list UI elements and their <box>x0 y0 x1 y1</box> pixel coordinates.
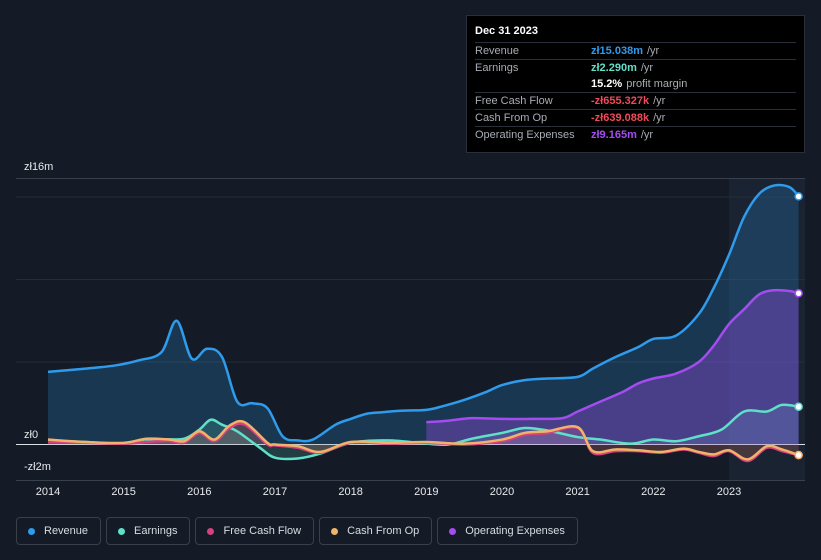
x-tick-label: 2020 <box>490 486 514 498</box>
tooltip-row-unit: /yr <box>653 95 666 107</box>
tooltip: Dec 31 2023 Revenue zł15.038m/yr Earnings z… <box>466 15 805 153</box>
x-tick-label: 2014 <box>36 486 60 498</box>
tooltip-row-value: -zł655.327k <box>591 95 650 107</box>
tooltip-row: Operating Expenses zł9.165m/yr <box>475 126 796 143</box>
x-tick-label: 2018 <box>338 486 362 498</box>
revenue-area <box>48 184 799 445</box>
tooltip-row-unit: profit margin <box>626 78 688 90</box>
series-end-markers <box>794 192 803 460</box>
legend-label: Operating Expenses <box>465 525 565 537</box>
legend-dot-icon <box>449 527 457 535</box>
operating-expenses-area <box>426 290 799 445</box>
series-areas <box>48 184 799 462</box>
earnings-line <box>47 403 799 461</box>
tooltip-row-value: zł15.038m <box>591 45 643 57</box>
tooltip-row: Cash From Op -zł639.088k/yr <box>475 109 796 126</box>
forecast-highlight <box>729 178 805 480</box>
tooltip-row-unit: /yr <box>646 45 660 57</box>
y-label-bottom: -zł2m <box>24 461 51 473</box>
tooltip-date: Dec 31 2023 <box>475 25 538 37</box>
x-tick-label: 2019 <box>414 486 438 498</box>
tooltip-row-value: 15.2% <box>591 78 623 90</box>
tooltip-row: Revenue zł15.038m/yr <box>475 42 796 59</box>
tooltip-row-unit: /yr <box>640 62 654 74</box>
x-tick-label: 2017 <box>263 486 287 498</box>
legend-dot-icon <box>331 527 339 535</box>
series-lines <box>47 183 800 463</box>
cash-from-op-end-marker <box>794 450 803 460</box>
legend-free-cash-flow[interactable]: Free Cash Flow <box>195 517 315 545</box>
tooltip-row-label: Operating Expenses <box>475 129 575 141</box>
operating-expenses-line <box>426 288 799 424</box>
y-label-top: zł16m <box>24 161 53 173</box>
legend-dot-icon <box>118 527 126 535</box>
y-label-zero: zł0 <box>24 429 38 441</box>
x-tick-label: 2016 <box>187 486 211 498</box>
x-axis-ticks: 2014 2015 2016 2017 2018 2019 2020 2021 2022 2023 <box>36 486 741 498</box>
tooltip-row-label: Cash From Op <box>475 112 548 124</box>
tooltip-row-unit: /yr <box>653 112 666 124</box>
gridlines <box>16 196 805 363</box>
legend-cash-from-op[interactable]: Cash From Op <box>319 517 433 545</box>
legend-dot-icon <box>207 527 215 535</box>
legend-operating-expenses[interactable]: Operating Expenses <box>437 517 578 545</box>
tooltip-row-value: zł9.165m <box>591 129 637 141</box>
revenue-end-marker <box>794 192 803 201</box>
tooltip-row: Free Cash Flow -zł655.327k/yr <box>475 92 796 109</box>
legend-label: Revenue <box>44 525 89 537</box>
x-tick-label: 2022 <box>641 486 665 498</box>
tooltip-row-label: Earnings <box>475 62 519 74</box>
tooltip-row-label: Free Cash Flow <box>475 95 553 107</box>
cash-from-op-line <box>47 419 800 461</box>
tooltip-rows: Revenue zł15.038m/yr Earnings zł2.290m/yr 15… <box>475 42 796 143</box>
legend: Revenue Earnings Free Cash Flow Cash From O… <box>16 517 583 545</box>
legend-dot-icon <box>28 527 35 535</box>
legend-label: Free Cash Flow <box>223 525 302 537</box>
tooltip-row-unit: /yr <box>640 129 654 141</box>
tooltip-row-label: Revenue <box>475 45 520 57</box>
legend-label: Cash From Op <box>347 525 420 537</box>
operating-expenses-end-marker <box>794 289 803 298</box>
x-tick-label: 2023 <box>717 486 741 498</box>
legend-label: Earnings <box>134 525 178 537</box>
x-tick-label: 2021 <box>565 486 589 498</box>
tooltip-row: Earnings zł2.290m/yr <box>475 59 796 76</box>
revenue-line <box>47 183 800 443</box>
legend-revenue[interactable]: Revenue <box>16 517 102 545</box>
tooltip-row: 15.2% profit margin <box>475 76 796 92</box>
earnings-end-marker <box>794 402 803 411</box>
tooltip-row-value: -zł639.088k <box>591 112 650 124</box>
legend-earnings[interactable]: Earnings <box>106 517 191 545</box>
x-tick-label: 2015 <box>111 486 135 498</box>
tooltip-row-value: zł2.290m <box>591 62 637 74</box>
